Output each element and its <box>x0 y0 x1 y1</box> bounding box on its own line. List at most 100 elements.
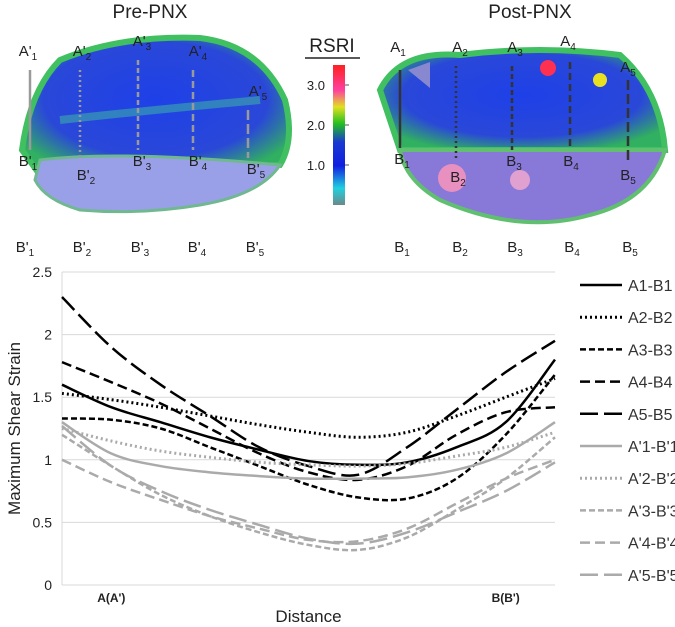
legend-label: A2-B2 <box>628 310 673 327</box>
label-sub: 4 <box>202 162 208 173</box>
label-sub: 4 <box>573 162 579 173</box>
label-sub: 5 <box>260 170 266 181</box>
series-line <box>61 425 556 546</box>
overlay: A'1B'1B'1A'2B'2B'2A'3B'3B'3A'4B'4B'4A'5B… <box>16 33 638 259</box>
label-main: A <box>507 39 517 56</box>
section-bottom-label: B2 <box>450 169 466 189</box>
series-line <box>61 433 556 552</box>
legend-label: A'1-B'1 <box>628 439 675 456</box>
section-bottom-label: B'3 <box>133 153 152 173</box>
label-sub: 4 <box>570 42 576 53</box>
label-main: B' <box>19 153 32 170</box>
series-line <box>61 421 556 481</box>
section-top-label: A'1 <box>19 43 38 63</box>
label-sub: 4 <box>201 248 207 259</box>
label-main: B <box>394 151 404 168</box>
y-tick-label: 2.5 <box>33 264 53 280</box>
row-label: B'1 <box>16 239 35 259</box>
label-main: A <box>620 59 630 76</box>
label-main: A' <box>19 43 32 60</box>
series-line <box>61 296 556 477</box>
row-label: B'5 <box>246 239 265 259</box>
y-axis-label: Maximum Shear Strain <box>5 342 24 515</box>
label-main: B <box>506 153 516 170</box>
section-bottom-label: B1 <box>394 151 410 171</box>
chart: 0 0.5 1 1.5 2 2.5 A(A') B(B') Maximum Shear Stra… <box>5 264 675 626</box>
label-main: B' <box>131 239 144 256</box>
pre-lung-image <box>18 34 292 214</box>
label-main: A' <box>249 83 262 100</box>
label-sub: 3 <box>517 248 523 259</box>
label-sub: 3 <box>517 48 523 59</box>
series-line <box>61 377 556 439</box>
label-main: B' <box>77 167 90 184</box>
section-top-label: A1 <box>390 39 406 59</box>
label-main: B <box>564 239 574 256</box>
label-sub: 4 <box>202 52 208 63</box>
section-bottom-label: B'1 <box>19 153 38 173</box>
row-label: B'2 <box>73 239 92 259</box>
panel-title: Post-PNX <box>488 2 572 23</box>
label-main: A <box>560 33 570 50</box>
y-tick-label: 2 <box>44 327 52 343</box>
label-main: B <box>450 169 460 186</box>
y-tick-label: 1.5 <box>33 389 53 405</box>
section-bottom-label: B'5 <box>247 161 266 181</box>
post-lung-image <box>376 47 669 225</box>
label-main: B <box>563 153 573 170</box>
series-line <box>61 358 556 467</box>
legend-label: A'2-B'2 <box>628 471 675 488</box>
label-sub: 5 <box>632 248 638 259</box>
row-label: B3 <box>507 239 523 259</box>
label-sub: 5 <box>630 176 636 187</box>
label-main: A <box>452 39 462 56</box>
label-main: B <box>394 239 404 256</box>
legend-label: A1-B1 <box>628 278 673 295</box>
label-sub: 2 <box>462 248 468 259</box>
section-top-label: A'3 <box>133 33 152 53</box>
label-sub: 1 <box>32 162 38 173</box>
label-main: B' <box>16 239 29 256</box>
legend-label: A5-B5 <box>628 407 673 424</box>
legend-label: A3-B3 <box>628 342 673 359</box>
label-sub: 5 <box>262 92 268 103</box>
label-sub: 2 <box>86 52 92 63</box>
label-sub: 1 <box>29 248 35 259</box>
colorbar <box>333 65 345 205</box>
section-top-label: A3 <box>507 39 523 59</box>
label-main: B' <box>189 153 202 170</box>
label-sub: 1 <box>404 160 410 171</box>
label-main: B' <box>246 239 259 256</box>
colorbar-tick-label: 3.0 <box>307 78 325 93</box>
label-sub: 2 <box>90 176 96 187</box>
label-sub: 1 <box>404 248 410 259</box>
label-sub: 3 <box>146 42 152 53</box>
label-main: A <box>390 39 400 56</box>
label-main: B <box>620 167 630 184</box>
label-sub: 3 <box>144 248 150 259</box>
label-sub: 4 <box>574 248 580 259</box>
label-sub: 1 <box>400 48 406 59</box>
section-top-label: A'5 <box>249 83 268 103</box>
y-tick-label: 0.5 <box>33 514 53 530</box>
section-top-label: A4 <box>560 33 576 53</box>
legend-label: A'3-B'3 <box>628 503 675 520</box>
section-top-label: A5 <box>620 59 636 79</box>
label-main: B' <box>73 239 86 256</box>
label-main: A' <box>73 43 86 60</box>
label-sub: 5 <box>259 248 265 259</box>
y-tick-label: 1 <box>44 452 52 468</box>
row-label: B4 <box>564 239 580 259</box>
series-line <box>61 360 556 482</box>
section-bottom-label: B5 <box>620 167 636 187</box>
legend-label: A'5-B'5 <box>628 568 675 585</box>
section-bottom-label: B'2 <box>77 167 96 187</box>
label-main: B <box>452 239 462 256</box>
row-label: B5 <box>622 239 638 259</box>
section-bottom-label: B4 <box>563 153 579 173</box>
label-main: A' <box>133 33 146 50</box>
y-tick-label: 0 <box>44 577 52 593</box>
label-sub: 1 <box>32 52 38 63</box>
section-bottom-label: B'4 <box>189 153 208 173</box>
row-label: B2 <box>452 239 468 259</box>
